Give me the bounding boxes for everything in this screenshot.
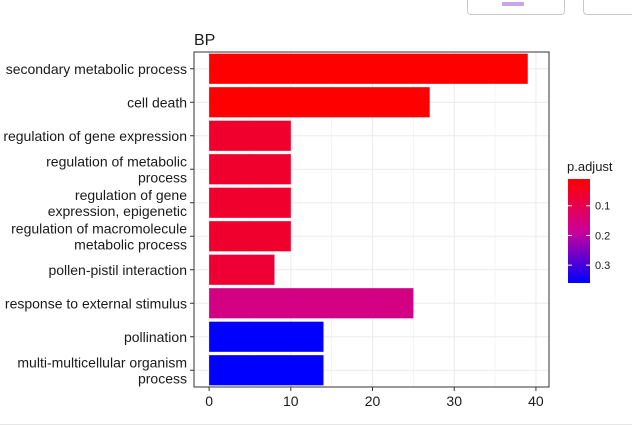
- category-label: regulation of macromolecule metabolic pro…: [11, 220, 187, 252]
- category-label-line: expression, epigenetic: [48, 203, 187, 219]
- category-label: pollination: [124, 329, 187, 345]
- category-label: regulation of gene expression: [3, 128, 187, 144]
- bar: [209, 187, 291, 218]
- category-label: cell death: [127, 94, 187, 110]
- colorbar-legend: p.adjust 0.1 0.2 0.3: [567, 159, 613, 283]
- bar: [209, 154, 291, 185]
- colorbar-title: p.adjust: [567, 159, 613, 174]
- thumbnail-tab-2[interactable]: [583, 0, 632, 15]
- colorbar-gradient: [568, 179, 590, 283]
- category-label-line: metabolic process: [74, 236, 187, 252]
- bar: [209, 288, 414, 319]
- category-label-line: regulation of metabolic: [46, 153, 187, 169]
- category-label: secondary metabolic process: [6, 61, 187, 77]
- chart-title: BP: [194, 32, 215, 49]
- x-tick-label: 40: [528, 393, 544, 409]
- bar-layer: [209, 53, 528, 386]
- category-label-line: multi-multicellular organism: [17, 354, 187, 370]
- category-label: pollen-pistil interaction: [48, 262, 187, 278]
- category-label: response to external stimulus: [5, 295, 187, 311]
- bar: [209, 321, 324, 352]
- category-label-line: regulation of macromolecule: [11, 220, 187, 236]
- category-label: multi-multicellular organism process: [17, 354, 187, 386]
- panel-border: [193, 51, 550, 388]
- thumbnail-preview-bar: [502, 2, 524, 6]
- category-label-line: secondary metabolic process: [6, 61, 187, 77]
- x-tick-label: 30: [446, 393, 462, 409]
- category-label-line: process: [138, 169, 187, 185]
- bar: [209, 254, 275, 285]
- bar: [209, 87, 430, 118]
- colorbar-tick-label: 0.2: [595, 230, 610, 242]
- x-tick-label: 0: [205, 393, 213, 409]
- category-labels: secondary metabolic process cell death reg…: [3, 61, 194, 386]
- bar: [209, 53, 528, 84]
- colorbar-tick-label: 0.3: [595, 260, 610, 272]
- window-bottom-edge: [0, 424, 632, 425]
- x-tick-label: 20: [365, 393, 381, 409]
- x-axis-ticks: 0 10 20 30 40: [205, 387, 544, 409]
- x-tick-label: 10: [283, 393, 299, 409]
- bar: [209, 221, 291, 252]
- category-label-line: process: [138, 370, 187, 386]
- category-label-line: cell death: [127, 94, 187, 110]
- category-label-line: pollination: [124, 329, 187, 345]
- category-label-line: pollen-pistil interaction: [48, 262, 187, 278]
- category-label-line: regulation of gene: [75, 187, 187, 203]
- bar: [209, 120, 291, 151]
- category-label: regulation of metabolic process: [46, 153, 187, 185]
- colorbar-tick-label: 0.1: [595, 201, 610, 213]
- category-label-line: regulation of gene expression: [3, 128, 187, 144]
- category-label: regulation of gene expression, epigenetic: [48, 187, 188, 219]
- thumbnail-tab-1[interactable]: [467, 0, 565, 15]
- bar: [209, 355, 324, 386]
- category-label-line: response to external stimulus: [5, 295, 187, 311]
